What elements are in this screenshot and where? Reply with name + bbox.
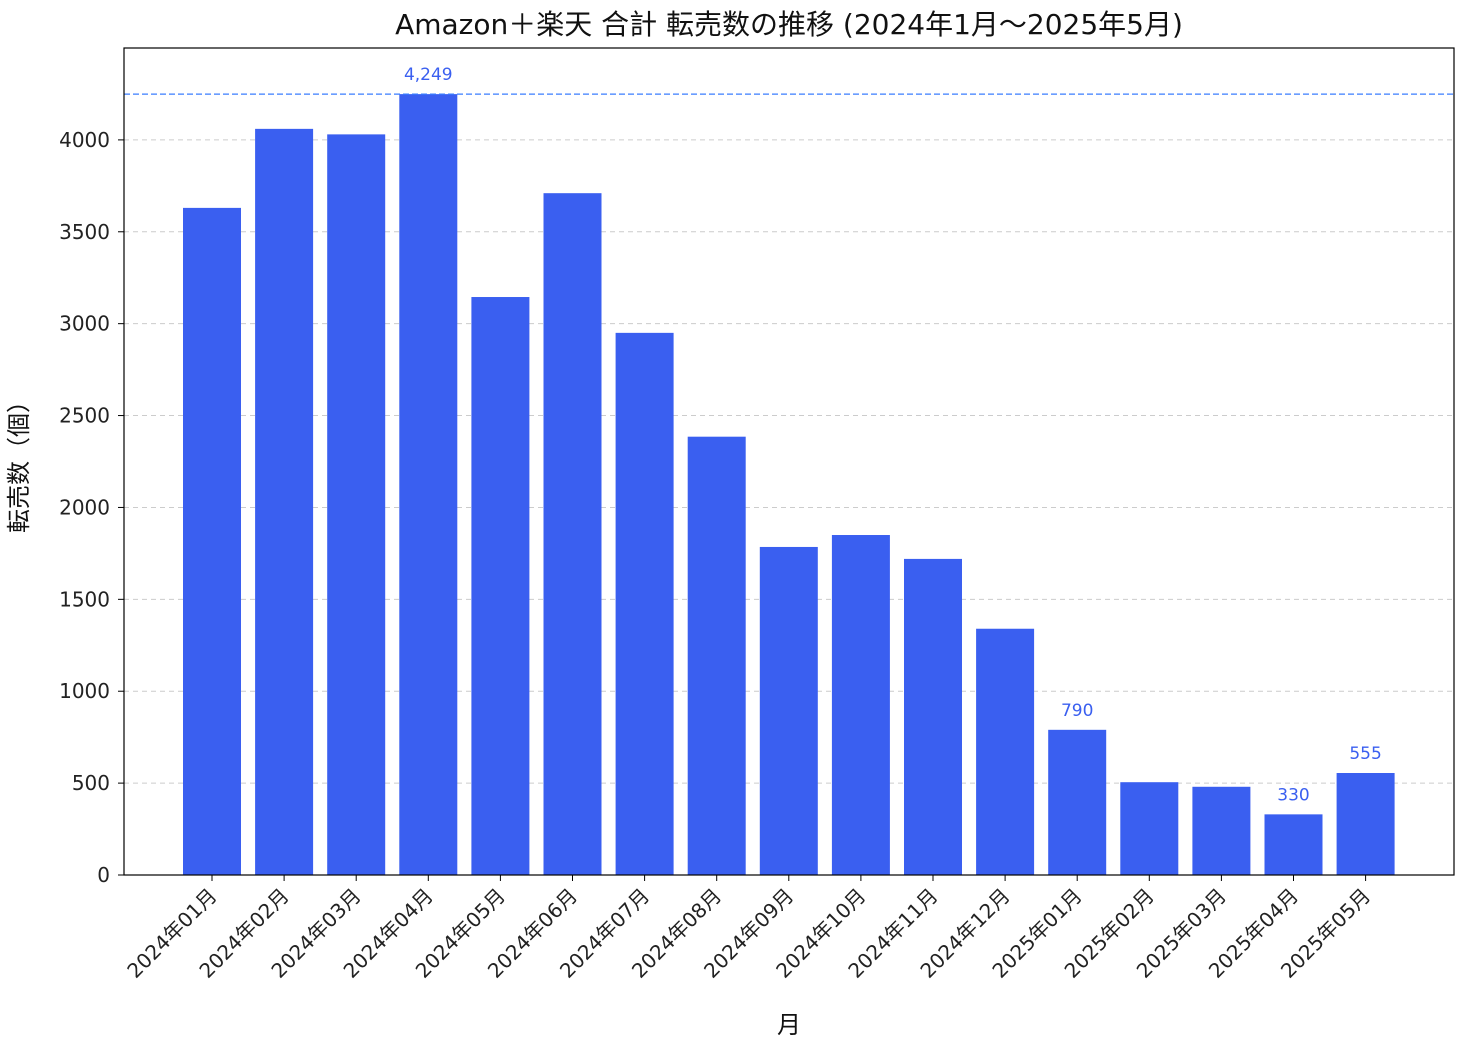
bar-2025年05月 (1336, 773, 1395, 875)
gridlines (124, 139, 1454, 784)
y-tick-label-1: 500 (72, 771, 110, 795)
data-labels: 4,249 790 330 555 (404, 65, 1382, 805)
y-tick-label-4: 2000 (59, 495, 110, 519)
bar-2024年08月 (687, 436, 746, 875)
bar-2024年10月 (831, 535, 890, 875)
bar-2024年06月 (543, 193, 602, 875)
y-axis-label: 転売数（個） (5, 389, 33, 533)
data-label-2024年04月: 4,249 (404, 65, 453, 85)
bar-2024年11月 (904, 558, 962, 875)
bar-2025年01月 (1048, 729, 1107, 875)
bar-2025年02月 (1120, 782, 1179, 875)
y-tick-label-8: 4000 (59, 128, 110, 152)
y-tick-label-3: 1500 (59, 587, 110, 611)
bar-2024年05月 (471, 297, 530, 875)
y-tick-label-7: 3500 (59, 220, 110, 244)
bar-2025年04月 (1264, 814, 1323, 875)
bar-2024年01月 (183, 207, 241, 876)
x-axis-ticks: 2024年01月2024年02月2024年03月2024年04月2024年05月… (122, 875, 1375, 983)
y-tick-label-5: 2500 (59, 404, 110, 428)
bar-2025年03月 (1192, 786, 1251, 875)
y-tick-label-0: 0 (97, 863, 110, 887)
y-tick-label-2: 1000 (59, 679, 110, 703)
bar-2024年02月 (255, 128, 314, 875)
bar-2024年12月 (976, 628, 1035, 875)
y-axis-ticks: 0 500 1000 1500 2000 2500 3000 3500 4000 (59, 128, 124, 887)
x-axis-label: 月 (777, 1011, 801, 1039)
bars (183, 94, 1395, 876)
data-label-2025年01月: 790 (1061, 701, 1093, 721)
bar-2024年09月 (759, 546, 818, 875)
chart-title: Amazon＋楽天 合計 転売数の推移 (2024年1月〜2025年5月) (395, 8, 1183, 41)
bar-2024年03月 (327, 134, 386, 875)
data-label-2025年05月: 555 (1349, 744, 1381, 764)
y-tick-label-6: 3000 (59, 312, 110, 336)
bar-2024年07月 (615, 332, 674, 875)
bar-2024年04月 (399, 94, 458, 875)
data-label-2025年04月: 330 (1277, 785, 1309, 805)
